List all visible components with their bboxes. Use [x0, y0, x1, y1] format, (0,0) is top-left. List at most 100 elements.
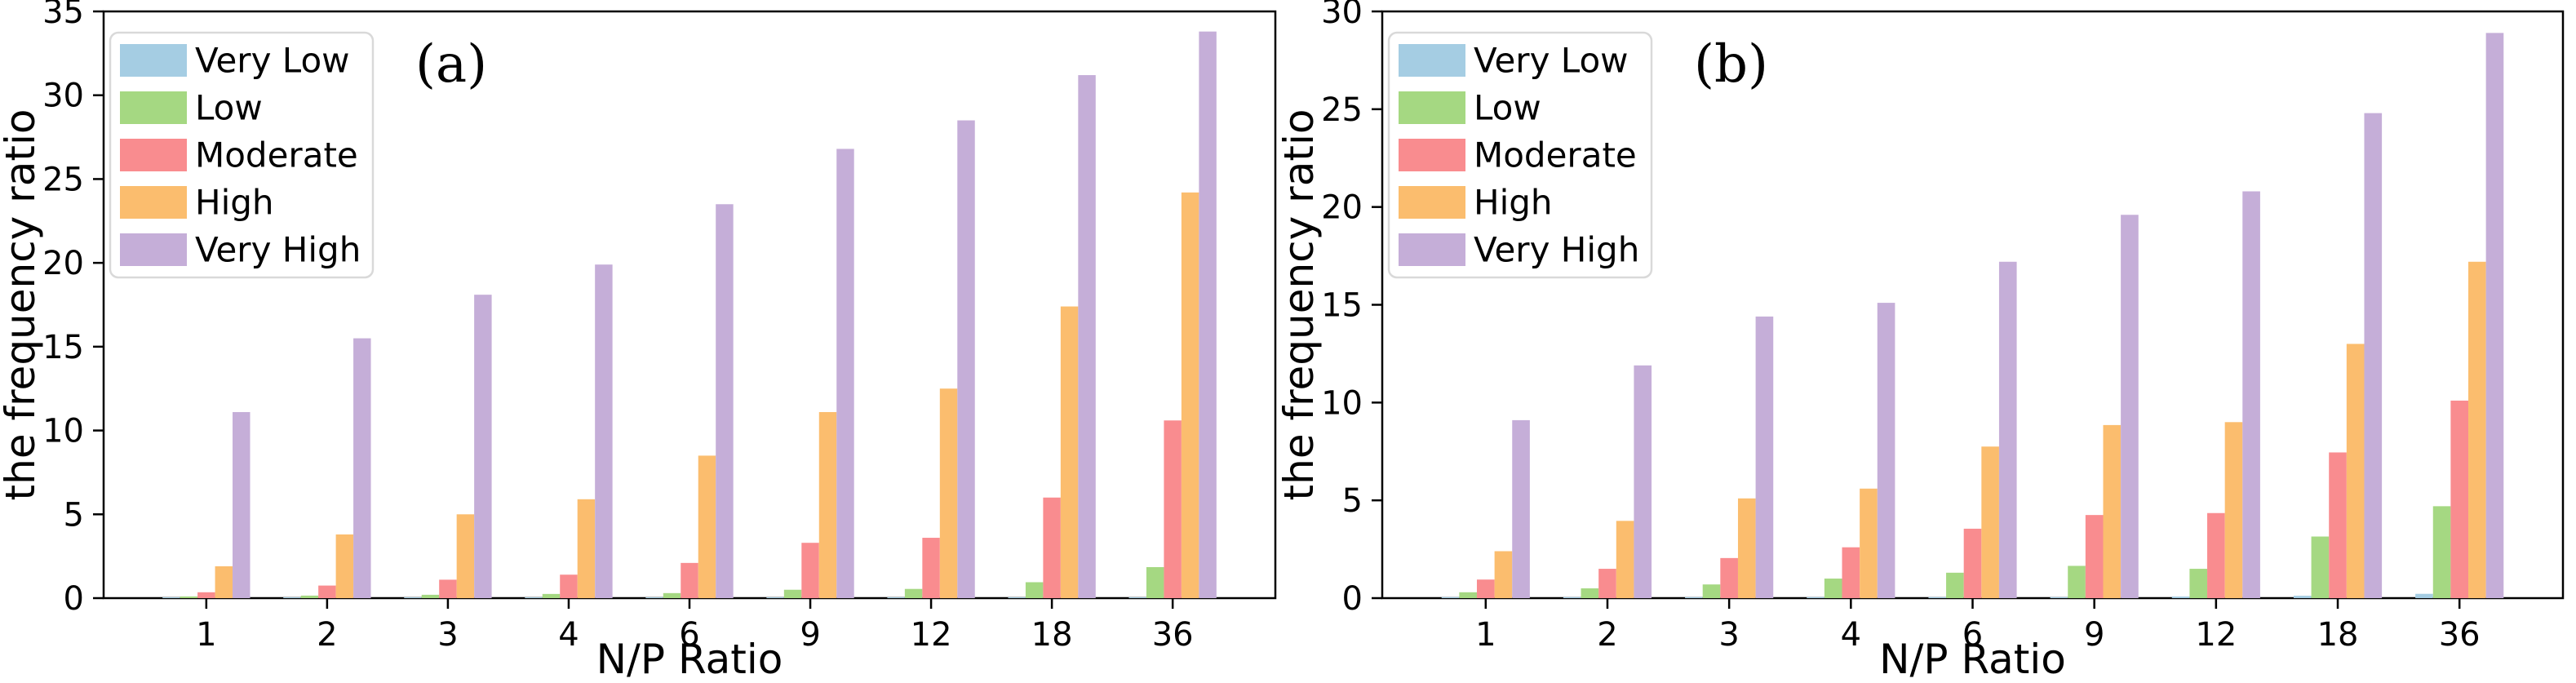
bar-low — [2189, 569, 2208, 598]
legend-swatch-very-low — [1399, 44, 1465, 77]
bar-very-low — [1807, 597, 1824, 598]
x-tick-label: 36 — [1152, 616, 1194, 654]
x-tick-label: 2 — [317, 616, 337, 654]
bar-very-high — [957, 120, 975, 598]
x-tick-label: 4 — [558, 616, 579, 654]
y-tick-label: 10 — [1321, 384, 1363, 422]
bar-moderate — [1598, 569, 1616, 598]
bar-high — [1860, 488, 1878, 598]
bar-very-low — [887, 597, 905, 598]
x-tick-label: 6 — [1962, 616, 1983, 654]
x-tick-label: 12 — [911, 616, 952, 654]
bar-moderate — [1476, 579, 1495, 598]
bar-moderate — [1164, 420, 1182, 598]
bar-high — [698, 455, 716, 598]
bar-very-low — [283, 597, 301, 598]
y-tick-label: 30 — [42, 78, 84, 115]
bar-very-low — [2293, 596, 2312, 598]
bar-low — [1702, 584, 1721, 598]
x-tick-label: 4 — [1841, 616, 1861, 654]
legend-label: Moderate — [1474, 135, 1637, 175]
x-tick-label: 36 — [2439, 616, 2481, 654]
legend-label: Very High — [1474, 230, 1639, 270]
bar-very-low — [1441, 597, 1460, 598]
legend-swatch-low — [120, 91, 187, 124]
y-tick-label: 20 — [42, 245, 84, 282]
y-axis-label: the frequency ratio — [1275, 109, 1323, 501]
x-tick-label: 9 — [800, 616, 820, 654]
legend-label: Low — [1474, 88, 1541, 128]
bar-moderate — [2450, 400, 2469, 598]
legend-swatch-very-high — [120, 233, 187, 266]
bar-low — [1824, 579, 1842, 598]
bar-very-low — [162, 597, 180, 598]
bar-very-low — [2415, 593, 2433, 598]
y-tick-label: 15 — [42, 329, 84, 366]
y-axis-label: the frequency ratio — [0, 109, 44, 501]
bar-moderate — [1842, 547, 1860, 598]
bar-moderate — [197, 592, 215, 598]
bar-moderate — [560, 574, 578, 598]
bar-moderate — [1963, 528, 1982, 598]
bar-very-high — [836, 149, 854, 599]
legend-label: High — [1474, 183, 1553, 223]
bar-very-high — [474, 295, 492, 598]
bar-moderate — [1043, 497, 1061, 598]
y-tick-label: 5 — [1342, 482, 1363, 520]
bar-high — [1616, 521, 1634, 598]
bar-very-low — [2050, 597, 2068, 598]
bar-very-low — [2171, 597, 2190, 598]
y-tick-label: 15 — [1321, 287, 1363, 325]
legend-swatch-moderate — [120, 139, 187, 171]
bar-very-low — [1128, 597, 1146, 598]
bar-low — [904, 588, 923, 598]
legend-label: High — [195, 183, 274, 223]
legend-label: Very Low — [195, 41, 350, 81]
bar-moderate — [439, 579, 457, 598]
bar-high — [215, 565, 233, 598]
bar-very-low — [1008, 597, 1026, 598]
bar-high — [818, 411, 837, 598]
legend-swatch-high — [1399, 186, 1465, 219]
legend-label: Moderate — [195, 135, 358, 175]
bar-high — [1981, 446, 1999, 598]
bar-very-high — [1634, 365, 1652, 598]
bar-very-high — [2121, 215, 2139, 598]
bar-high — [2346, 344, 2365, 598]
bar-very-high — [1755, 316, 1774, 598]
bar-high — [1737, 498, 1756, 598]
bar-low — [2432, 506, 2451, 598]
x-tick-label: 1 — [1475, 616, 1496, 654]
bar-very-high — [2242, 191, 2260, 598]
y-tick-label: 25 — [42, 161, 84, 198]
bar-very-low — [766, 597, 784, 598]
bar-very-high — [2485, 33, 2504, 598]
bar-very-high — [716, 204, 734, 598]
bar-very-low — [1928, 597, 1947, 598]
x-tick-label: 18 — [1031, 616, 1073, 654]
legend-swatch-high — [120, 186, 187, 219]
bar-low — [1025, 582, 1044, 598]
bar-low — [1581, 588, 1599, 598]
bar-low — [421, 594, 440, 598]
bar-moderate — [2085, 515, 2104, 598]
bar-very-high — [2364, 113, 2383, 599]
bar-very-low — [1685, 597, 1703, 598]
bar-very-high — [233, 411, 251, 598]
legend-swatch-low — [1399, 91, 1465, 124]
bar-very-high — [1078, 75, 1096, 598]
y-tick-label: 5 — [64, 496, 84, 534]
bar-high — [2468, 261, 2486, 598]
bar-high — [2103, 424, 2122, 598]
bar-low — [2311, 536, 2330, 598]
x-tick-label: 12 — [2195, 616, 2237, 654]
bar-high — [335, 534, 354, 598]
bar-very-high — [595, 264, 613, 598]
bar-very-low — [404, 597, 422, 598]
x-tick-label: 3 — [437, 616, 458, 654]
bar-high — [1494, 551, 1513, 598]
x-tick-label: 1 — [196, 616, 216, 654]
x-tick-label: 9 — [2084, 616, 2104, 654]
